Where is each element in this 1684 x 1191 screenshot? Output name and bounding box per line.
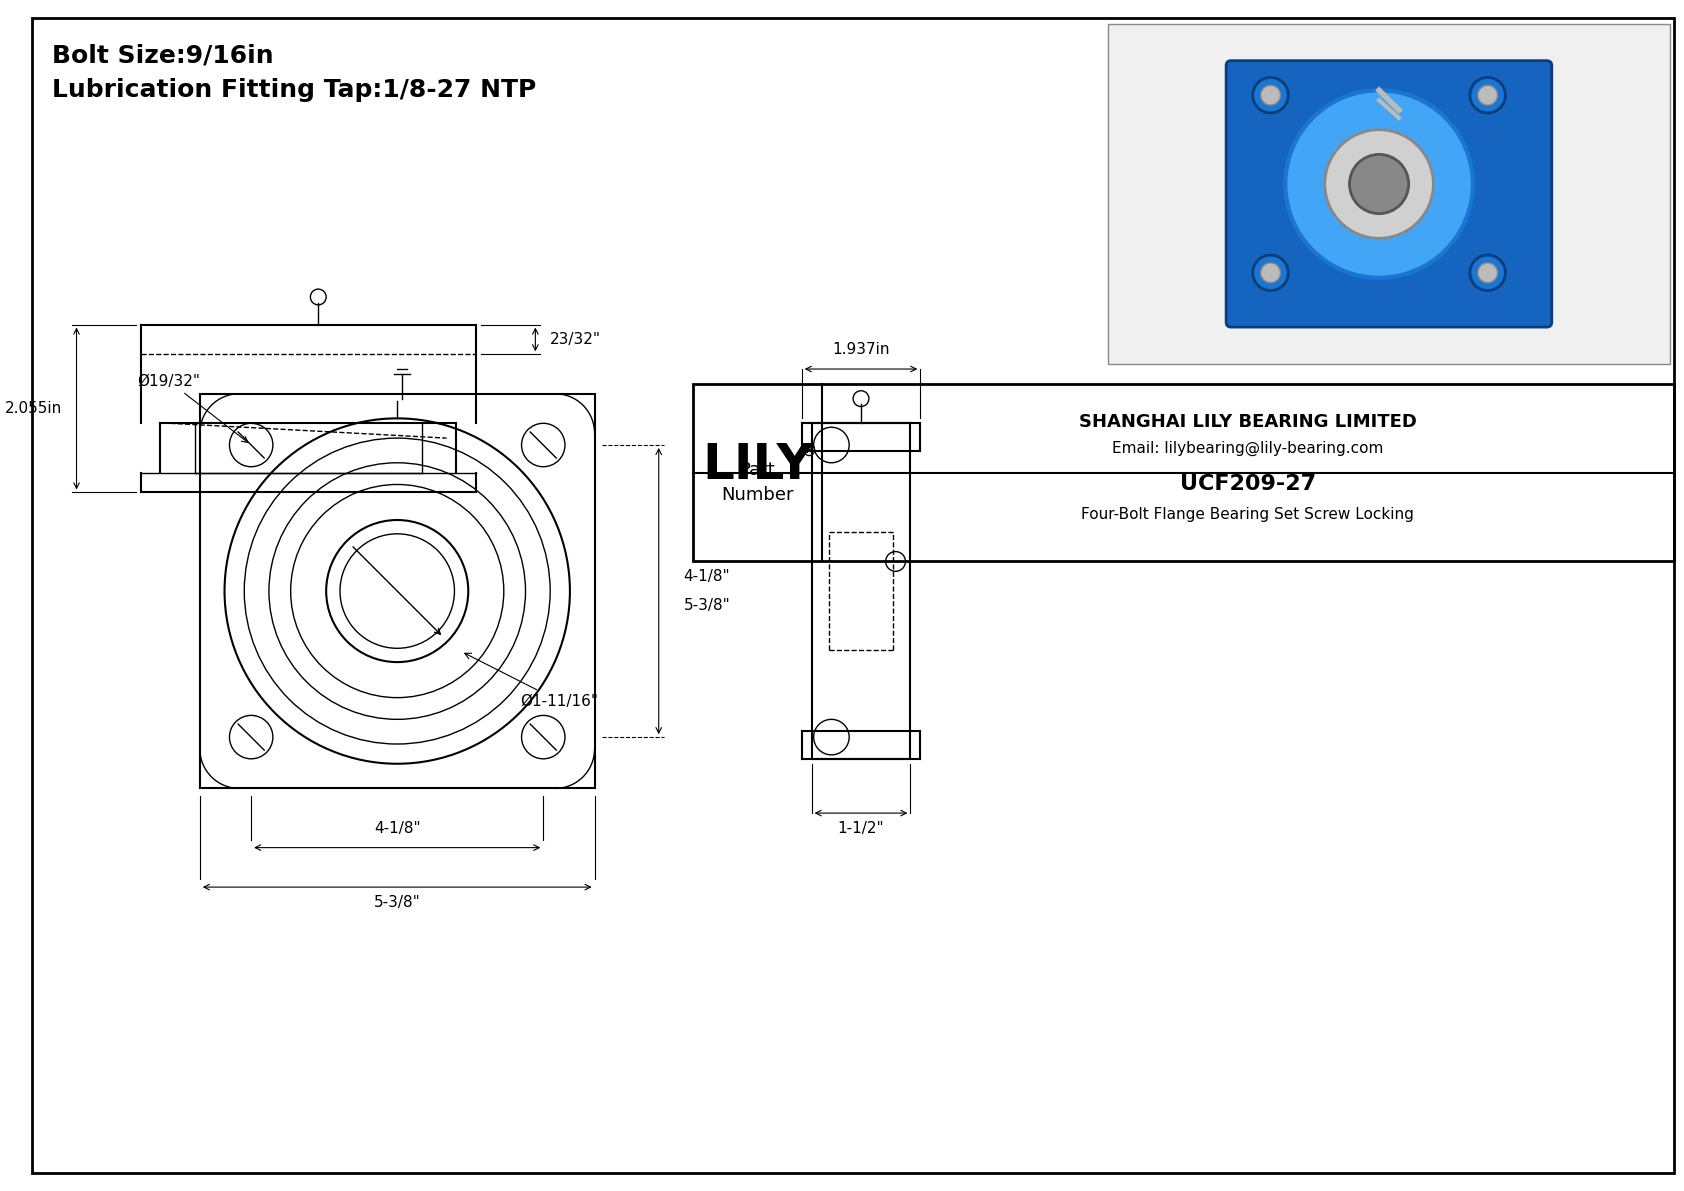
- Text: UCF209-27: UCF209-27: [1180, 474, 1315, 494]
- Bar: [812, 423, 911, 759]
- Bar: [1108, 24, 1671, 364]
- Circle shape: [1325, 130, 1433, 238]
- Circle shape: [1479, 263, 1497, 282]
- Circle shape: [1253, 255, 1288, 291]
- Circle shape: [1479, 86, 1497, 105]
- Text: 5-3/8": 5-3/8": [684, 598, 731, 613]
- Text: 2.055in: 2.055in: [5, 401, 62, 416]
- Circle shape: [1470, 255, 1505, 291]
- FancyBboxPatch shape: [1226, 61, 1551, 328]
- Circle shape: [1261, 263, 1280, 282]
- Text: Lubrication Fitting Tap:1/8-27 NTP: Lubrication Fitting Tap:1/8-27 NTP: [52, 77, 536, 102]
- Circle shape: [1261, 86, 1280, 105]
- Text: Ø1-11/16": Ø1-11/16": [465, 654, 598, 709]
- Text: 4-1/8": 4-1/8": [374, 821, 421, 836]
- Text: 23/32": 23/32": [551, 332, 601, 347]
- Text: LILY: LILY: [702, 441, 813, 488]
- Circle shape: [1253, 77, 1288, 113]
- Bar: [200, 394, 594, 788]
- Text: 4-1/8": 4-1/8": [684, 569, 731, 584]
- Circle shape: [1349, 155, 1410, 213]
- Text: 1-1/2": 1-1/2": [837, 821, 884, 836]
- Text: 1.937in: 1.937in: [832, 342, 889, 357]
- Circle shape: [1285, 91, 1474, 278]
- Text: ®: ®: [800, 442, 817, 460]
- Text: SHANGHAI LILY BEARING LIMITED: SHANGHAI LILY BEARING LIMITED: [1079, 413, 1416, 431]
- Text: Bolt Size:9/16in: Bolt Size:9/16in: [52, 43, 273, 68]
- Text: 5-3/8": 5-3/8": [374, 894, 421, 910]
- Bar: [694, 384, 1674, 561]
- Circle shape: [1470, 77, 1505, 113]
- Text: Part
Number: Part Number: [721, 461, 793, 504]
- Text: Email: lilybearing@lily-bearing.com: Email: lilybearing@lily-bearing.com: [1111, 441, 1384, 456]
- Text: Ø19/32": Ø19/32": [138, 374, 248, 443]
- Text: Four-Bolt Flange Bearing Set Screw Locking: Four-Bolt Flange Bearing Set Screw Locki…: [1081, 506, 1415, 522]
